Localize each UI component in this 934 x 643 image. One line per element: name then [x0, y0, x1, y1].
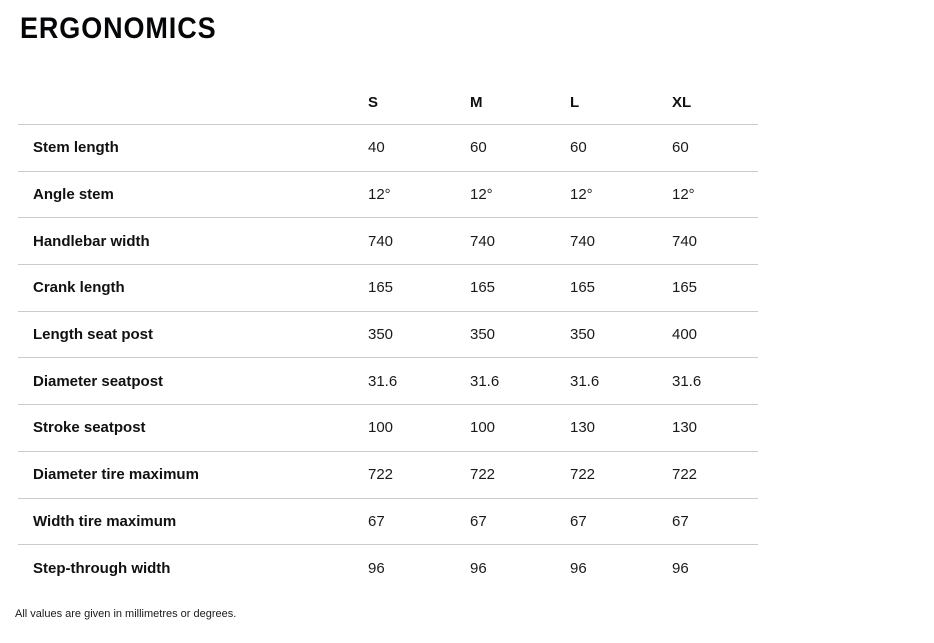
row-value: 722 [570, 466, 596, 484]
column-header-xl: XL [672, 93, 692, 111]
row-label: Handlebar width [33, 232, 150, 250]
row-value: 130 [570, 419, 596, 437]
row-value: 60 [672, 139, 689, 157]
row-value: 400 [672, 326, 698, 344]
table-row: Stem length 40 60 60 60 [18, 125, 758, 172]
row-value: 165 [470, 279, 496, 297]
row-value: 31.6 [570, 372, 600, 390]
row-value: 350 [570, 326, 596, 344]
row-value: 740 [368, 232, 394, 250]
row-value: 722 [368, 466, 394, 484]
row-value: 722 [672, 466, 698, 484]
row-value: 350 [368, 326, 394, 344]
row-value: 60 [470, 139, 487, 157]
row-value: 130 [672, 419, 698, 437]
row-value: 96 [672, 560, 689, 578]
row-value: 12° [368, 186, 391, 204]
row-value: 740 [672, 232, 698, 250]
column-header-l: L [570, 93, 580, 111]
row-value: 12° [470, 186, 493, 204]
row-value: 100 [368, 419, 394, 437]
table-row: Angle stem 12° 12° 12° 12° [18, 172, 758, 219]
table-row: Stroke seatpost 100 100 130 130 [18, 405, 758, 452]
spec-table: S M L XL Stem length 40 60 60 60 Angle stem… [18, 80, 758, 592]
row-value: 350 [470, 326, 496, 344]
row-value: 60 [570, 139, 587, 157]
column-header-s: S [368, 93, 379, 111]
row-value: 740 [470, 232, 496, 250]
row-label: Angle stem [33, 186, 114, 204]
spec-table-body: Stem length 40 60 60 60 Angle stem 12° 1… [18, 125, 758, 592]
row-value: 31.6 [368, 372, 398, 390]
row-value: 67 [672, 512, 689, 530]
row-value: 12° [672, 186, 695, 204]
row-value: 67 [570, 512, 587, 530]
column-header-m: M [470, 93, 483, 111]
row-label: Diameter tire maximum [33, 466, 199, 484]
row-value: 722 [470, 466, 496, 484]
row-value: 100 [470, 419, 496, 437]
row-value: 96 [470, 560, 487, 578]
row-label: Step-through width [33, 560, 171, 578]
table-row: Step-through width 96 96 96 96 [18, 545, 758, 592]
table-row: Crank length 165 165 165 165 [18, 265, 758, 312]
row-value: 67 [368, 512, 385, 530]
spec-table-header: S M L XL [18, 80, 758, 125]
table-row: Width tire maximum 67 67 67 67 [18, 499, 758, 546]
row-label: Crank length [33, 279, 125, 297]
page-title: ERGONOMICS [20, 12, 217, 45]
table-row: Diameter seatpost 31.6 31.6 31.6 31.6 [18, 358, 758, 406]
row-value: 67 [470, 512, 487, 530]
row-label: Width tire maximum [33, 512, 177, 530]
row-value: 165 [672, 279, 698, 297]
table-row: Diameter tire maximum 722 722 722 722 [18, 452, 758, 499]
units-footnote: All values are given in millimetres or d… [15, 608, 237, 620]
table-row: Handlebar width 740 740 740 740 [18, 218, 758, 266]
row-value: 96 [570, 560, 587, 578]
row-label: Stem length [33, 139, 119, 157]
row-value: 165 [368, 279, 394, 297]
row-value: 40 [368, 139, 385, 157]
row-value: 31.6 [672, 372, 702, 390]
row-label: Stroke seatpost [33, 419, 146, 437]
row-value: 740 [570, 232, 596, 250]
row-value: 31.6 [470, 372, 500, 390]
row-value: 12° [570, 186, 593, 204]
row-value: 96 [368, 560, 385, 578]
table-row: Length seat post 350 350 350 400 [18, 312, 758, 359]
row-value: 165 [570, 279, 596, 297]
row-label: Length seat post [33, 326, 154, 344]
row-label: Diameter seatpost [33, 372, 164, 390]
